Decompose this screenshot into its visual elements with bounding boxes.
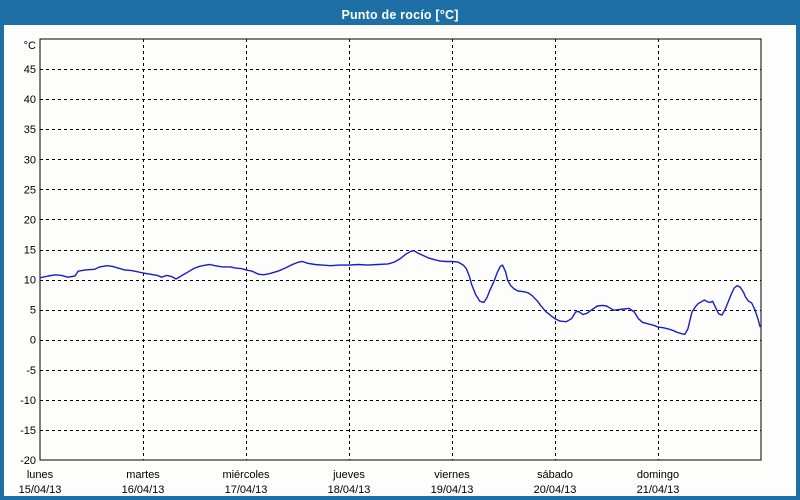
dewpoint-chart: -20 -15 -10 -5 0 5 10 15 20 25 30 35 40 45 °C lunes 15/0… [19,38,762,496]
plot-frame [39,38,762,461]
day-label: domingo [637,469,679,481]
window-title: Punto de rocío [°C] [341,7,459,22]
y-tick-label: 35 [24,124,36,136]
y-tick-label: 15 [24,245,36,257]
y-tick-label: 25 [24,184,36,196]
y-tick-label: 5 [30,305,36,317]
day-label: lunes [27,469,54,481]
day-label: jueves [332,469,365,481]
day-label: miércoles [222,469,270,481]
date-label: 17/04/13 [225,484,268,496]
y-axis-unit-label: °C [24,40,36,52]
y-tick-label: 0 [30,335,36,347]
date-label: 21/04/13 [637,484,680,496]
date-label: 20/04/13 [534,484,577,496]
y-tick-label: -15 [20,425,36,437]
y-tick-label: -10 [20,395,36,407]
day-label: sábado [537,469,573,481]
y-tick-label: 30 [24,154,36,166]
dewpoint-series-line [39,249,761,335]
date-label: 15/04/13 [19,484,62,496]
day-label: viernes [434,469,470,481]
y-tick-label: 40 [24,94,36,106]
y-tick-label: 45 [24,64,36,76]
y-tick-label: 20 [24,214,36,226]
chart-area: -20 -15 -10 -5 0 5 10 15 20 25 30 35 40 45 °C lunes 15/0… [4,25,796,496]
date-label: 16/04/13 [122,484,165,496]
date-label: 18/04/13 [328,484,371,496]
y-tick-label: -5 [26,365,36,377]
y-tick-label: -20 [20,455,36,467]
date-label: 19/04/13 [431,484,474,496]
title-bar: Punto de rocío [°C] [4,4,796,25]
y-tick-label: 10 [24,275,36,287]
day-label: martes [126,469,160,481]
